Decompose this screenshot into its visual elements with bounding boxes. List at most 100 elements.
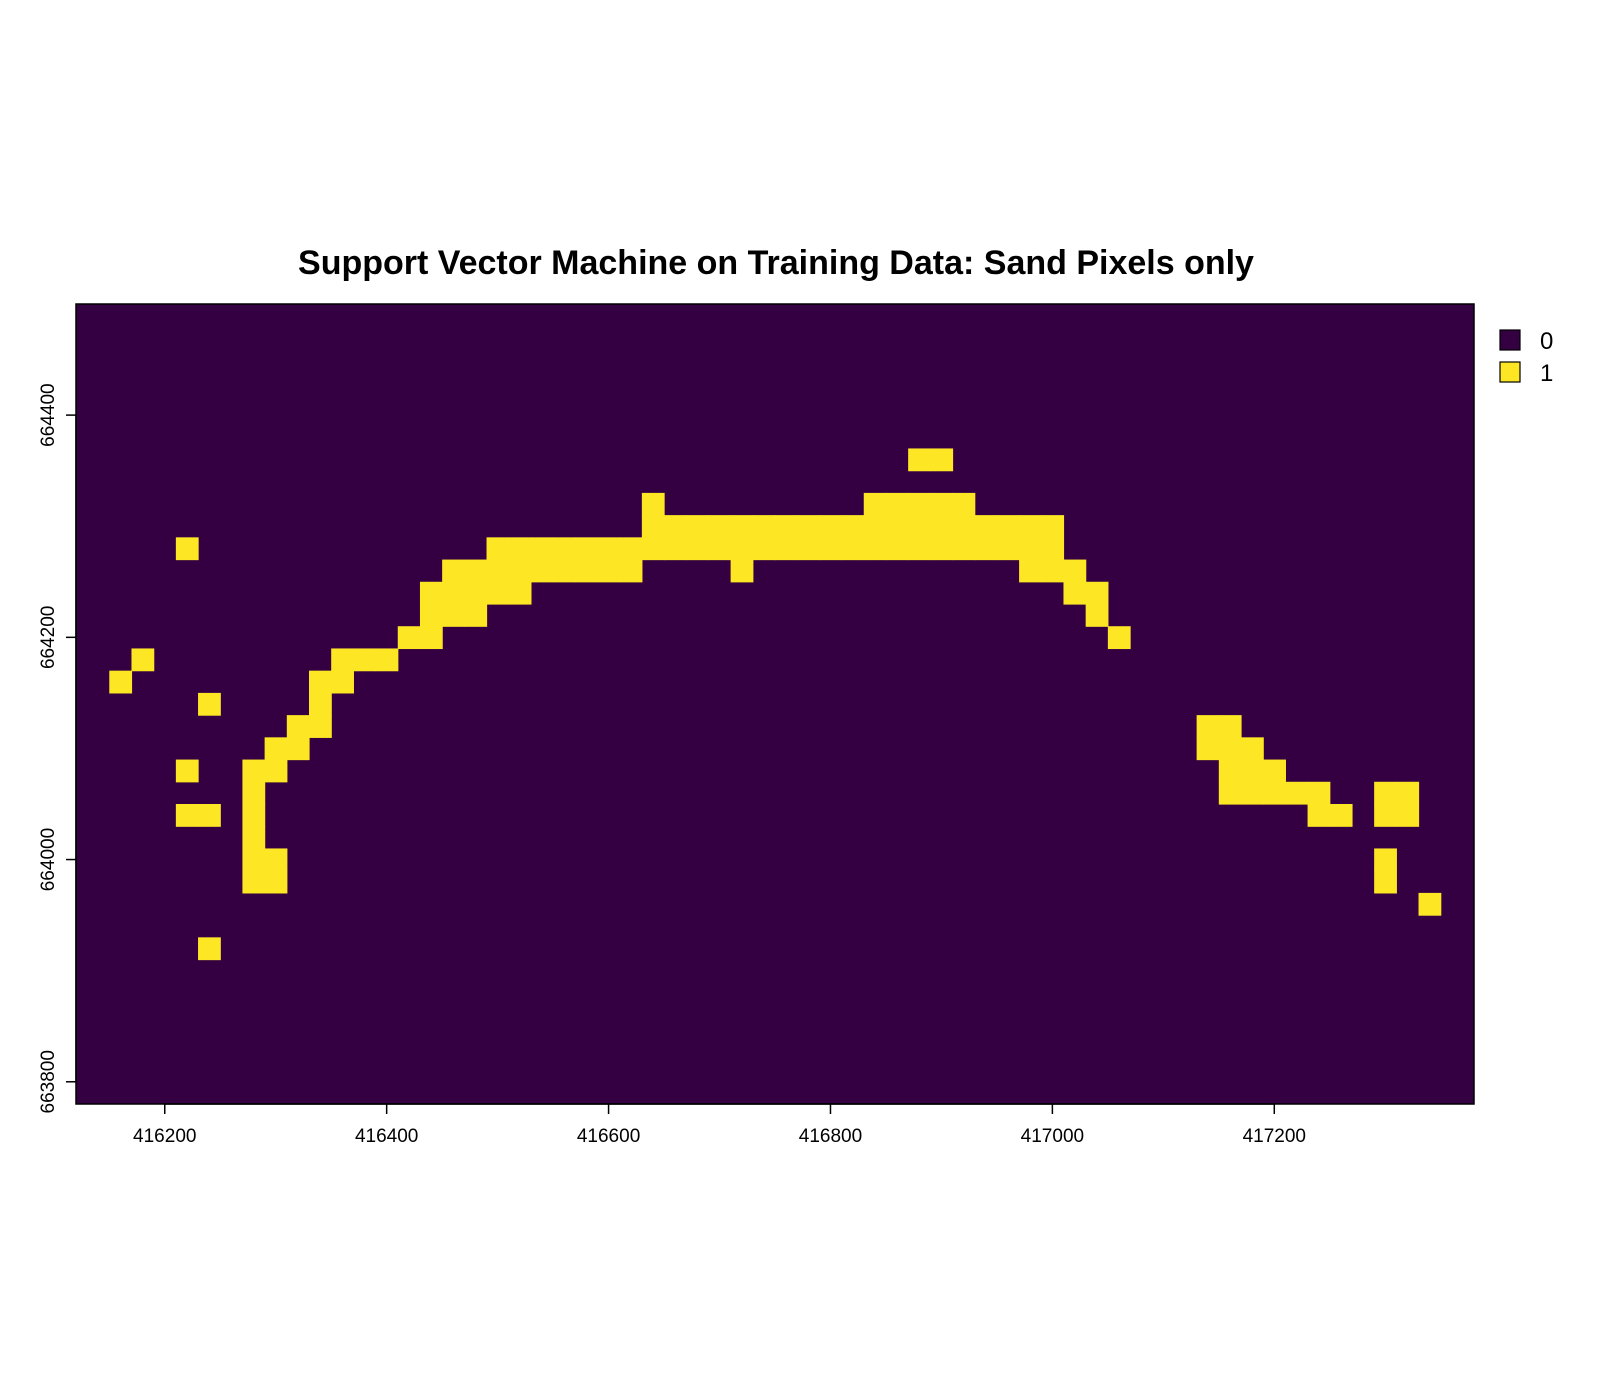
sand-pixel	[641, 515, 665, 538]
sand-pixel	[309, 670, 332, 694]
sand-pixel	[264, 759, 288, 783]
sand-pixel	[752, 537, 776, 561]
sand-pixel	[686, 537, 710, 561]
sand-pixel	[486, 537, 510, 561]
sand-pixel	[1041, 515, 1065, 538]
sand-pixel	[752, 515, 776, 538]
x-tick-label: 417200	[1243, 1126, 1306, 1147]
sand-pixel	[930, 448, 954, 472]
sand-pixel	[1196, 737, 1220, 761]
sand-pixel	[664, 515, 687, 538]
sand-pixel	[708, 515, 732, 538]
sand-pixel	[974, 515, 998, 538]
sand-pixel	[952, 492, 976, 516]
sand-pixel	[863, 492, 887, 516]
chart-title: Support Vector Machine on Training Data:…	[298, 244, 1254, 282]
y-tick-label: 664200	[38, 606, 59, 669]
sand-pixel	[1396, 804, 1420, 827]
sand-pixel	[264, 848, 288, 872]
sand-pixel	[1329, 804, 1353, 827]
sand-pixel	[930, 492, 954, 516]
sand-pixel	[109, 670, 133, 694]
sand-pixel	[1107, 626, 1131, 650]
sand-pixel	[286, 715, 310, 738]
sand-pixel	[242, 870, 266, 894]
sand-pixel	[1263, 759, 1286, 783]
sand-pixel	[264, 870, 288, 894]
sand-pixel	[930, 515, 954, 538]
sand-pixel	[175, 804, 199, 827]
sand-pixel	[619, 537, 643, 561]
sand-pixel	[730, 515, 754, 538]
sand-pixel	[664, 537, 687, 561]
sand-pixel	[198, 937, 221, 961]
sand-pixel	[486, 581, 510, 605]
sand-pixel	[575, 537, 599, 561]
sand-pixel	[553, 559, 576, 583]
sand-pixel	[597, 559, 621, 583]
sand-pixel	[242, 759, 266, 783]
sand-pixel	[175, 537, 199, 561]
sand-pixel	[908, 537, 931, 561]
sand-pixel	[397, 626, 421, 650]
sand-pixel	[1241, 737, 1264, 761]
sand-pixel	[175, 759, 199, 783]
legend-label-0: 0	[1540, 328, 1553, 355]
sand-pixel	[797, 537, 820, 561]
sand-pixel	[1396, 781, 1420, 805]
x-axis: 416200 416400 416600 416800 417000 417200	[133, 1103, 1306, 1147]
sand-pixel	[996, 537, 1020, 561]
sand-pixel	[1041, 537, 1065, 561]
legend-label-1: 1	[1540, 360, 1553, 387]
sand-pixel	[775, 537, 798, 561]
sand-pixel	[530, 559, 554, 583]
sand-pixel	[1218, 715, 1242, 738]
sand-pixel	[309, 692, 332, 716]
sand-pixel	[1218, 759, 1242, 783]
sand-pixel	[1019, 537, 1042, 561]
sand-pixel	[597, 537, 621, 561]
sand-pixel	[1218, 737, 1242, 761]
legend: 01	[1499, 328, 1553, 387]
sand-pixel	[508, 559, 532, 583]
x-tick-label: 416600	[577, 1126, 640, 1147]
sand-pixel	[797, 515, 820, 538]
sand-pixel	[1307, 804, 1331, 827]
sand-pixel	[1085, 604, 1109, 627]
sand-pixel	[419, 626, 443, 650]
sand-pixel	[1218, 781, 1242, 805]
sand-pixel	[331, 670, 354, 694]
sand-pixel	[908, 515, 931, 538]
x-tick-label: 416800	[799, 1126, 862, 1147]
sand-pixel	[1418, 892, 1442, 916]
sand-pixel	[508, 537, 532, 561]
sand-pixel	[419, 604, 443, 627]
sand-pixel	[908, 492, 931, 516]
sand-pixel	[885, 492, 909, 516]
sand-pixel	[952, 515, 976, 538]
sand-pixel	[442, 581, 465, 605]
sand-pixel	[264, 737, 288, 761]
sand-pixel	[930, 537, 954, 561]
sand-pixel	[575, 559, 599, 583]
sand-pixel	[952, 537, 976, 561]
x-tick-label: 417000	[1021, 1126, 1084, 1147]
sand-pixel	[1085, 581, 1109, 605]
sand-pixel	[1374, 804, 1397, 827]
sand-pixel	[708, 537, 732, 561]
sand-pixel	[1019, 515, 1042, 538]
sand-pixel	[641, 492, 665, 516]
sand-pixel	[464, 581, 488, 605]
sand-pixel	[641, 537, 665, 561]
sand-pixel	[730, 559, 754, 583]
sand-pixel	[464, 604, 488, 627]
sand-pixel	[908, 448, 931, 472]
sand-pixel	[553, 537, 576, 561]
legend-swatch-0	[1499, 329, 1521, 351]
sand-pixel	[419, 581, 443, 605]
sand-pixel	[464, 559, 488, 583]
sand-pixel	[242, 848, 266, 872]
sand-pixel	[1241, 781, 1264, 805]
y-tick-label: 664400	[38, 383, 59, 446]
